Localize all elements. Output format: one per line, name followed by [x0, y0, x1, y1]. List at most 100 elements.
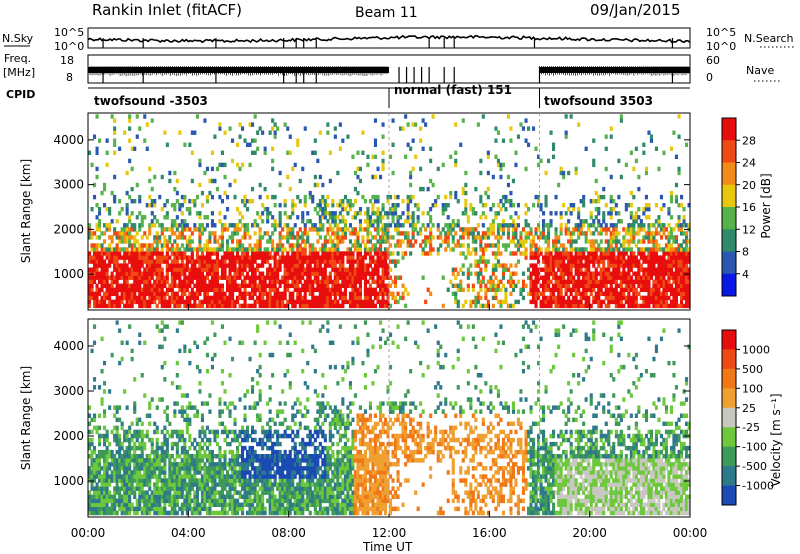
heatmap-cell	[351, 243, 355, 248]
heatmap-cell	[521, 271, 525, 276]
heatmap-cell	[617, 247, 621, 252]
heatmap-cell	[481, 235, 485, 240]
heatmap-cell	[223, 267, 227, 272]
heatmap-cell	[677, 303, 681, 309]
heatmap-cell	[170, 203, 174, 208]
heatmap-cell	[173, 303, 177, 309]
heatmap-cell	[489, 207, 493, 212]
heatmap-cell	[273, 291, 277, 296]
heatmap-cell	[547, 259, 551, 264]
heatmap-cell	[188, 303, 192, 309]
heatmap-cell	[632, 291, 636, 296]
heatmap-cell	[115, 502, 119, 507]
freq-tick-top: 18	[60, 54, 74, 67]
heatmap-cell	[103, 299, 107, 305]
heatmap-cell	[411, 122, 415, 127]
heatmap-cell	[544, 287, 548, 292]
heatmap-cell	[95, 502, 99, 507]
heatmap-cell	[311, 299, 315, 305]
heatmap-cell	[557, 291, 561, 296]
heatmap-cell	[98, 227, 102, 232]
heatmap-cell	[506, 235, 510, 240]
heatmap-cell	[140, 259, 144, 264]
heatmap-cell	[133, 401, 137, 406]
heatmap-cell	[634, 211, 638, 216]
heatmap-cell	[135, 478, 139, 483]
heatmap-cell	[160, 283, 164, 288]
heatmap-cell	[133, 486, 137, 491]
heatmap-cell	[484, 259, 488, 264]
heatmap-cell	[105, 466, 109, 471]
heatmap-cell	[98, 462, 102, 467]
heatmap-cell	[135, 462, 139, 467]
heatmap-cell	[341, 267, 345, 272]
heatmap-cell	[680, 263, 684, 268]
heatmap-cell	[381, 158, 385, 164]
heatmap-cell	[115, 275, 119, 280]
heatmap-cell	[153, 223, 157, 228]
heatmap-cell	[682, 239, 686, 244]
heatmap-cell	[486, 231, 490, 236]
heatmap-cell	[607, 243, 611, 248]
heatmap-cell	[587, 251, 591, 256]
heatmap-cell	[504, 199, 508, 204]
heatmap-cell	[672, 295, 676, 301]
heatmap-cell	[514, 150, 518, 155]
heatmap-cell	[331, 303, 335, 309]
heatmap-cell	[213, 231, 217, 236]
heatmap-cell	[381, 259, 385, 264]
heatmap-cell	[376, 291, 380, 296]
heatmap-cell	[258, 194, 262, 200]
heatmap-cell	[291, 247, 295, 252]
heatmap-cell	[594, 251, 598, 256]
heatmap-cell	[218, 211, 222, 216]
heatmap-cell	[311, 303, 315, 309]
heatmap-cell	[524, 211, 528, 216]
heatmap-cell	[251, 303, 255, 309]
heatmap-cell	[609, 211, 613, 216]
heatmap-cell	[506, 243, 510, 248]
heatmap-cell	[253, 259, 257, 264]
heatmap-cell	[654, 295, 658, 301]
heatmap-cell	[100, 502, 104, 507]
heatmap-cell	[158, 291, 162, 296]
heatmap-cell	[501, 138, 505, 143]
heatmap-cell	[391, 203, 395, 208]
heatmap-cell	[88, 287, 92, 292]
heatmap-cell	[100, 466, 104, 471]
heatmap-cell	[108, 287, 112, 292]
heatmap-cell	[627, 239, 631, 244]
heatmap-cell	[215, 303, 219, 309]
heatmap-cell	[123, 437, 127, 443]
heatmap-cell	[627, 291, 631, 296]
heatmap-cell	[108, 243, 112, 248]
heatmap-cell	[135, 114, 139, 119]
heatmap-cell	[399, 275, 403, 280]
heatmap-cell	[215, 275, 219, 280]
heatmap-cell	[629, 211, 633, 216]
heatmap-cell	[389, 283, 393, 288]
heatmap-cell	[153, 299, 157, 305]
heatmap-cell	[654, 203, 658, 208]
heatmap-cell	[256, 251, 260, 256]
heatmap-cell	[273, 283, 277, 288]
heatmap-cell	[316, 239, 320, 244]
heatmap-cell	[499, 263, 503, 268]
heatmap-cell	[629, 299, 633, 305]
heatmap-cell	[88, 405, 92, 410]
heatmap-cell	[609, 215, 613, 220]
heatmap-cell	[499, 223, 503, 228]
heatmap-cell	[511, 251, 515, 256]
heatmap-cell	[466, 235, 470, 240]
heatmap-cell	[100, 474, 104, 479]
heatmap-cell	[128, 275, 132, 280]
heatmap-cell	[173, 279, 177, 284]
heatmap-cell	[353, 283, 357, 288]
heatmap-cell	[248, 122, 252, 127]
heatmap-cell	[639, 227, 643, 232]
heatmap-cell	[145, 279, 149, 284]
heatmap-cell	[236, 299, 240, 305]
heatmap-cell	[609, 243, 613, 248]
heatmap-cell	[544, 303, 548, 309]
heatmap-cell	[639, 255, 643, 260]
